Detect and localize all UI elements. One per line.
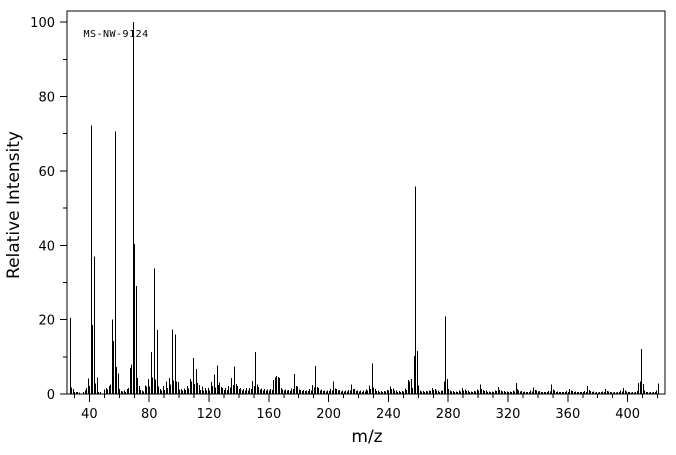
x-tick-label: 40	[81, 407, 98, 422]
y-tick-label: 20	[38, 314, 55, 329]
y-tick-label: 80	[38, 91, 55, 106]
y-tick-label: 0	[47, 388, 55, 403]
x-axis-title: m/z	[351, 427, 382, 447]
y-axis-title: Relative Intensity	[4, 131, 24, 279]
y-tick-label: 40	[38, 239, 55, 254]
peak-series	[70, 22, 659, 394]
x-tick-label: 360	[555, 407, 580, 422]
x-tick-label: 320	[496, 407, 521, 422]
x-tick-label: 240	[376, 407, 401, 422]
x-tick-label: 280	[436, 407, 461, 422]
x-tick-label: 400	[615, 407, 640, 422]
y-tick-label: 60	[38, 165, 55, 180]
plot-border	[66, 10, 666, 395]
x-tick-label: 80	[141, 407, 158, 422]
y-axis-ticks	[60, 21, 67, 395]
plot-frame	[66, 10, 666, 395]
y-axis-tick-labels: 0 20 40 60 80 100	[30, 16, 55, 403]
x-axis-ticks	[73, 394, 659, 402]
x-tick-label: 120	[197, 407, 222, 422]
y-tick-label: 100	[30, 16, 55, 31]
x-tick-label: 160	[256, 407, 281, 422]
x-axis-tick-labels: 40 80 120 160 200 240 280 320 360 400	[81, 407, 640, 422]
spectrum-id-annotation: MS-NW-9124	[83, 29, 148, 40]
x-tick-label: 200	[316, 407, 341, 422]
